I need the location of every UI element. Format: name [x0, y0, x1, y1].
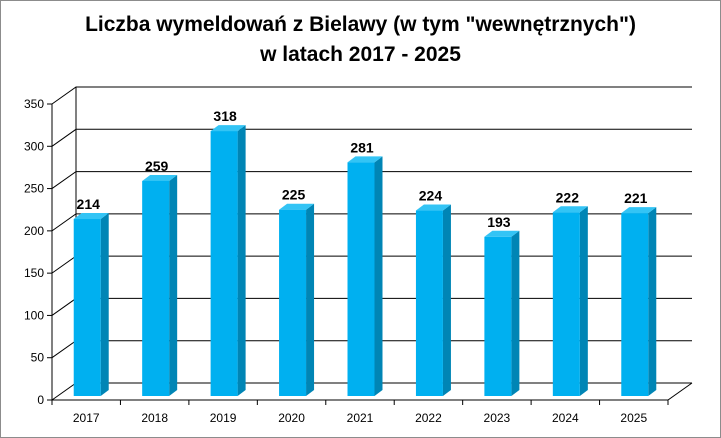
bar-side: [511, 230, 520, 396]
bar-top: [279, 203, 315, 210]
bar: [210, 131, 238, 396]
bar: [415, 210, 443, 396]
bar-side: [306, 203, 315, 396]
bar: [621, 213, 649, 396]
data-label: 281: [350, 139, 374, 155]
bar: [552, 212, 580, 396]
data-label: 224: [419, 188, 443, 204]
chart-title: Liczba wymeldowań z Bielawy (w tym "wewn…: [85, 13, 636, 36]
x-tick-label: 2019: [210, 411, 237, 425]
y-tick-label: 200: [24, 224, 44, 238]
bar-side: [169, 174, 178, 396]
bar: [73, 219, 101, 396]
bar-side: [100, 213, 109, 396]
bar: [484, 236, 512, 396]
data-label: 318: [213, 108, 237, 124]
bar: [347, 162, 375, 396]
chart-subtitle: w latach 2017 - 2025: [260, 43, 461, 66]
data-label: 222: [556, 189, 580, 205]
y-tick-label: 150: [24, 266, 44, 280]
y-tick-label: 300: [24, 139, 44, 153]
gridline: [51, 86, 692, 105]
bar-top: [142, 174, 178, 181]
bar-side: [374, 156, 383, 396]
bar: [279, 209, 307, 396]
x-tick-label: 2020: [278, 411, 305, 425]
data-label: 221: [624, 190, 648, 206]
bar-side: [579, 206, 588, 396]
y-tick-label: 0: [37, 393, 44, 407]
bar-side: [648, 207, 657, 396]
bar-side: [442, 204, 451, 396]
bar: [142, 180, 170, 396]
y-tick-label: 100: [24, 308, 44, 322]
bar-side: [237, 125, 246, 396]
y-tick-label: 50: [31, 351, 45, 365]
bar-top: [347, 156, 383, 163]
x-tick-label: 2025: [620, 411, 647, 425]
bar-top: [415, 204, 451, 211]
bar-top: [484, 230, 520, 237]
x-tick-label: 2017: [73, 411, 100, 425]
chart-title-block: Liczba wymeldowań z Bielawy (w tym "wewn…: [0, 10, 721, 70]
bar-top: [210, 125, 246, 132]
x-tick-label: 2022: [415, 411, 442, 425]
x-tick-label: 2021: [347, 411, 374, 425]
y-tick-label: 250: [24, 182, 44, 196]
bar-top: [552, 206, 588, 213]
data-label: 225: [282, 187, 306, 203]
x-tick-label: 2023: [484, 411, 511, 425]
y-tick-label: 350: [24, 97, 44, 111]
data-label: 193: [487, 214, 511, 230]
x-tick-label: 2024: [552, 411, 579, 425]
bar-top: [73, 213, 109, 220]
x-tick-label: 2018: [141, 411, 168, 425]
bar-top: [621, 207, 657, 214]
data-label: 259: [145, 158, 169, 174]
data-label: 214: [77, 196, 101, 212]
